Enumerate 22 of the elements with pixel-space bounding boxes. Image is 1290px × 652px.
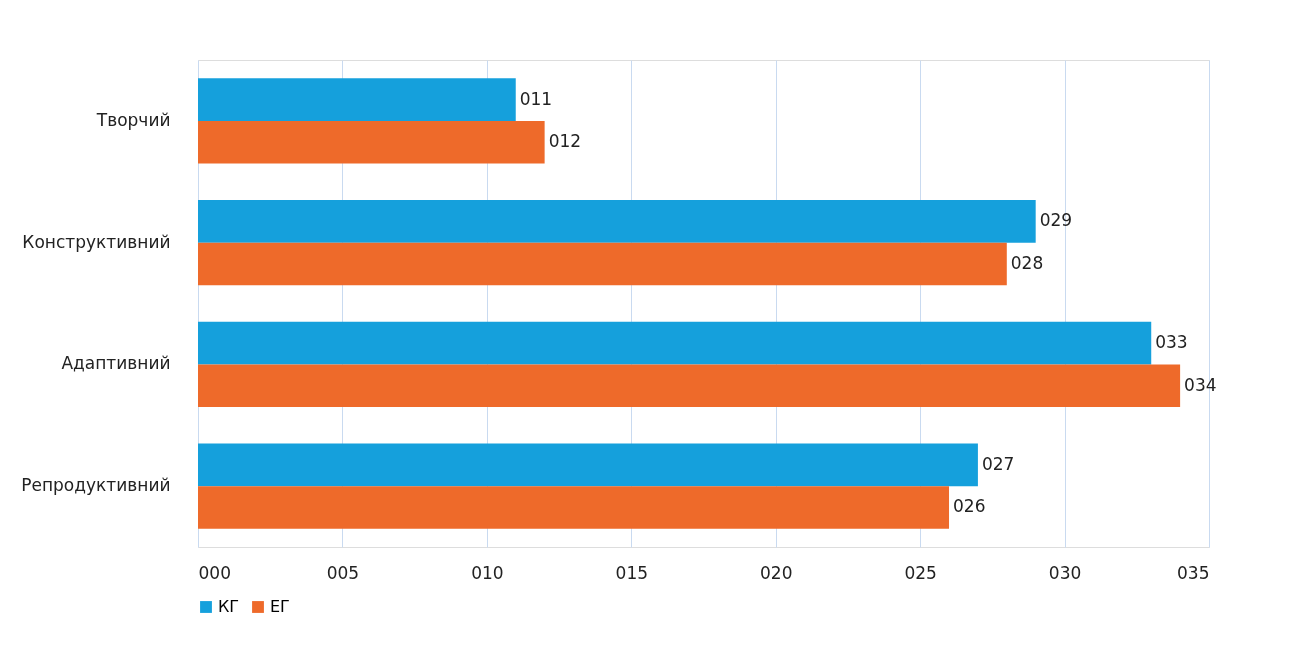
data-label: 012 (548, 131, 582, 152)
data-label: 034 (1184, 374, 1217, 395)
x-tick-label: 035 (1177, 562, 1210, 583)
y-tick-label: Репродуктивний (21, 475, 171, 496)
x-tick-label: 020 (759, 562, 793, 583)
data-label: 011 (519, 88, 553, 109)
data-label: 033 (1155, 332, 1188, 353)
legend-label: ЕГ (270, 597, 290, 616)
data-label: 027 (981, 453, 1015, 474)
x-tick-label: 005 (326, 562, 360, 583)
data-label: 029 (1039, 210, 1073, 231)
x-tick-label: 000 (198, 562, 231, 583)
data-label: 026 (953, 496, 986, 517)
y-tick-label: Конструктивний (22, 231, 171, 252)
data-label: 028 (1010, 252, 1044, 273)
x-tick-label: 025 (904, 562, 937, 583)
legend-label: КГ (218, 597, 240, 616)
x-tick-label: 010 (471, 562, 504, 583)
y-tick-label: Творчий (95, 109, 171, 130)
x-tick-label: 015 (615, 562, 649, 583)
x-tick-label: 030 (1048, 562, 1082, 583)
y-tick-label: Адаптивний (61, 353, 171, 374)
